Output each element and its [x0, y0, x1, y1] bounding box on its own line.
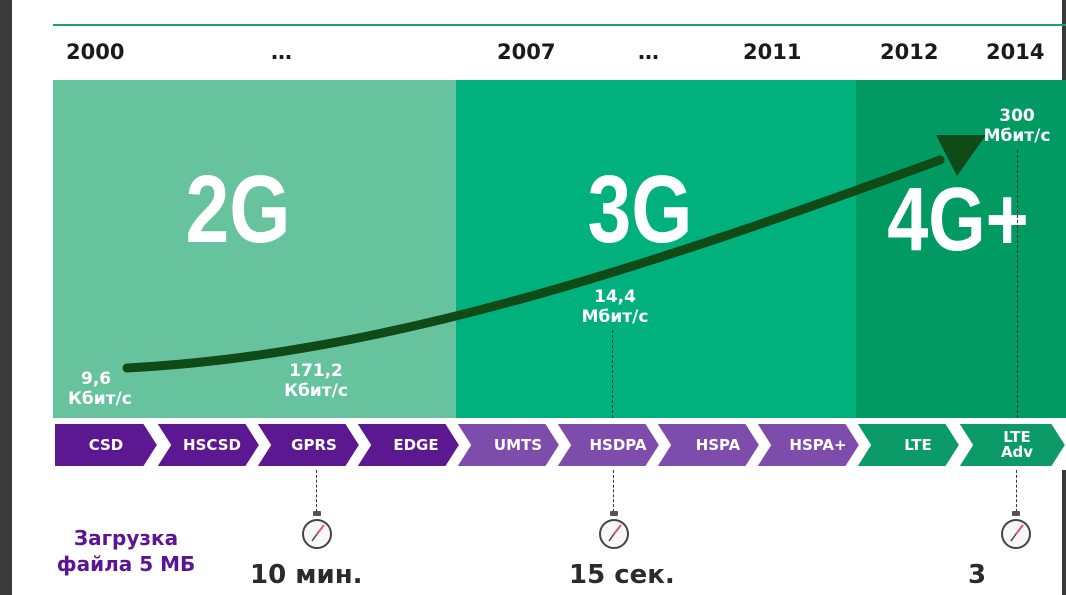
growth-arrow-curve: [122, 155, 945, 373]
band-3g: [456, 80, 856, 418]
speed-lte-adv-unit: Мбит/с: [983, 125, 1051, 146]
tech-hsdpa: HSDPA: [589, 435, 647, 454]
tech-chevron-shape: [454, 422, 562, 468]
download-time-2g: 10 мин.: [250, 560, 363, 590]
year-2007: 2007: [497, 40, 556, 64]
speed-gprs: 171,2 Кбит/с: [272, 361, 360, 401]
tech-chevron-shape: [154, 422, 262, 468]
year-2014: 2014: [986, 40, 1045, 64]
generation-label-2g: 2G: [185, 156, 291, 263]
tech-edge: EDGE: [393, 435, 439, 454]
tech-chevron-shape: [53, 422, 160, 468]
speed-gprs-value: 171,2: [289, 361, 343, 381]
tech-chevron-shape: [354, 422, 462, 468]
tech-chevron-shape: [854, 422, 962, 468]
tech-csd: CSD: [88, 435, 124, 454]
speed-hsdpa-value: 14,4: [594, 287, 636, 307]
tech-hscsd: HSCSD: [183, 435, 241, 454]
tech-lte: LTE: [904, 435, 932, 454]
marker-gprs-bottom: [316, 470, 317, 512]
marker-hsdpa-top: [612, 330, 613, 418]
tech-gprs: GPRS: [291, 435, 337, 454]
marker-hsdpa-bottom: [613, 470, 614, 512]
year-2012: 2012: [880, 40, 939, 64]
speed-lte-adv: 300 Мбит/с: [968, 106, 1066, 146]
speed-lte-adv-value: 300: [999, 106, 1035, 126]
tech-lte-adv: LTE Adv: [1000, 428, 1034, 461]
stopwatch-icon: [302, 511, 332, 549]
speed-csd: 9,6 Кбит/с: [68, 369, 148, 409]
tech-chevron-shape: [654, 422, 762, 468]
generation-label-3g: 3G: [587, 156, 693, 263]
speed-csd-value: 9,6: [81, 369, 112, 389]
download-label: Загрузка файла 5 МБ: [56, 526, 196, 576]
speed-gprs-unit: Кбит/с: [284, 380, 348, 401]
speed-hsdpa-unit: Мбит/с: [581, 306, 649, 327]
band-2g: [53, 80, 456, 418]
stopwatch-icon: [599, 511, 629, 549]
generation-label-4g: 4G+: [887, 170, 1029, 270]
year-2000: 2000: [66, 40, 125, 64]
year-ellipsis-1: …: [271, 40, 292, 64]
tech-chevron-shape: [956, 422, 1066, 468]
tech-hspa-plus: HSPA+: [789, 435, 847, 454]
year-2011: 2011: [743, 40, 802, 64]
stopwatch-icon: [1001, 511, 1031, 549]
tech-chevron-shape: [554, 422, 662, 468]
year-ellipsis-2: …: [638, 40, 659, 64]
speed-hsdpa: 14,4 Мбит/с: [568, 287, 662, 327]
tech-chevron-shape: [754, 422, 862, 468]
tech-chevron-shape: [254, 422, 362, 468]
download-time-3g: 15 сек.: [569, 560, 675, 590]
tech-umts: UMTS: [493, 435, 543, 454]
left-frame-border: [0, 0, 12, 595]
speed-csd-unit: Кбит/с: [68, 388, 132, 409]
download-time-4g: 3: [968, 560, 987, 590]
top-rule: [53, 24, 1066, 26]
tech-hspa: HSPA: [695, 435, 741, 454]
marker-lte-adv-top: [1017, 150, 1018, 418]
growth-arrow-head: [936, 135, 986, 176]
marker-lte-adv-bottom: [1016, 470, 1017, 512]
